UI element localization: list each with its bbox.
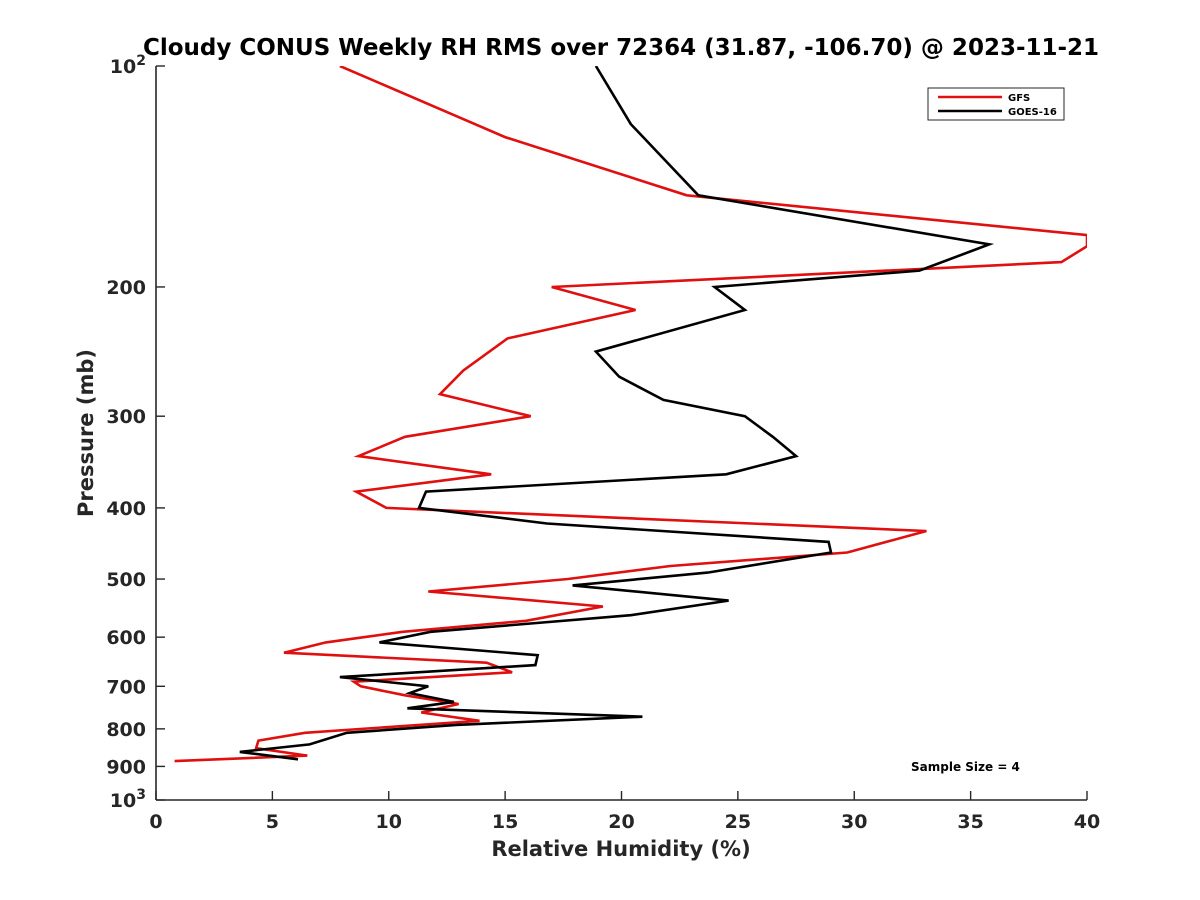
series-lines: [174, 66, 1087, 763]
legend-box: [927, 87, 1065, 121]
legend-label: GFS: [1008, 93, 1030, 104]
y-ticks: 102 200 300 400 500 600 700 800 900 103: [106, 53, 165, 812]
x-tick-label: 20: [608, 811, 634, 833]
x-tick-label: 25: [725, 811, 751, 833]
legend-label: GOES-16: [1008, 107, 1057, 118]
y-tick-label: 700: [106, 676, 146, 698]
x-tick-label: 15: [492, 811, 518, 833]
x-ticks: 0 5 10 15 20 25 30 35 40: [149, 791, 1100, 833]
plot-area: 0 5 10 15 20 25 30 35 40 102 200 300 400 500 600 700 80…: [106, 53, 1100, 833]
y-tick-label: 400: [106, 498, 146, 520]
x-tick-label: 40: [1074, 811, 1100, 833]
y-tick-label: 600: [106, 627, 146, 649]
x-tick-label: 35: [957, 811, 983, 833]
series-line-goes-16: [239, 66, 995, 761]
y-axis-label: Pressure (mb): [74, 349, 98, 517]
y-tick-label: 103: [110, 787, 146, 812]
y-tick-label: 300: [106, 406, 146, 428]
legend: GFS GOES-16: [927, 87, 1065, 121]
series-line-gfs: [174, 66, 1087, 763]
x-tick-label: 5: [266, 811, 279, 833]
x-tick-label: 0: [149, 811, 162, 833]
y-tick-label: 200: [106, 277, 146, 299]
sample-size-annotation: Sample Size = 4: [911, 760, 1020, 774]
x-tick-label: 10: [376, 811, 402, 833]
y-tick-label: 800: [106, 719, 146, 741]
x-tick-label: 30: [841, 811, 867, 833]
y-tick-label: 500: [106, 569, 146, 591]
x-axis-label: Relative Humidity (%): [491, 837, 750, 861]
y-tick-label: 102: [110, 53, 146, 78]
y-tick-label: 900: [106, 756, 146, 778]
chart-title: Cloudy CONUS Weekly RH RMS over 72364 (3…: [143, 35, 1099, 61]
